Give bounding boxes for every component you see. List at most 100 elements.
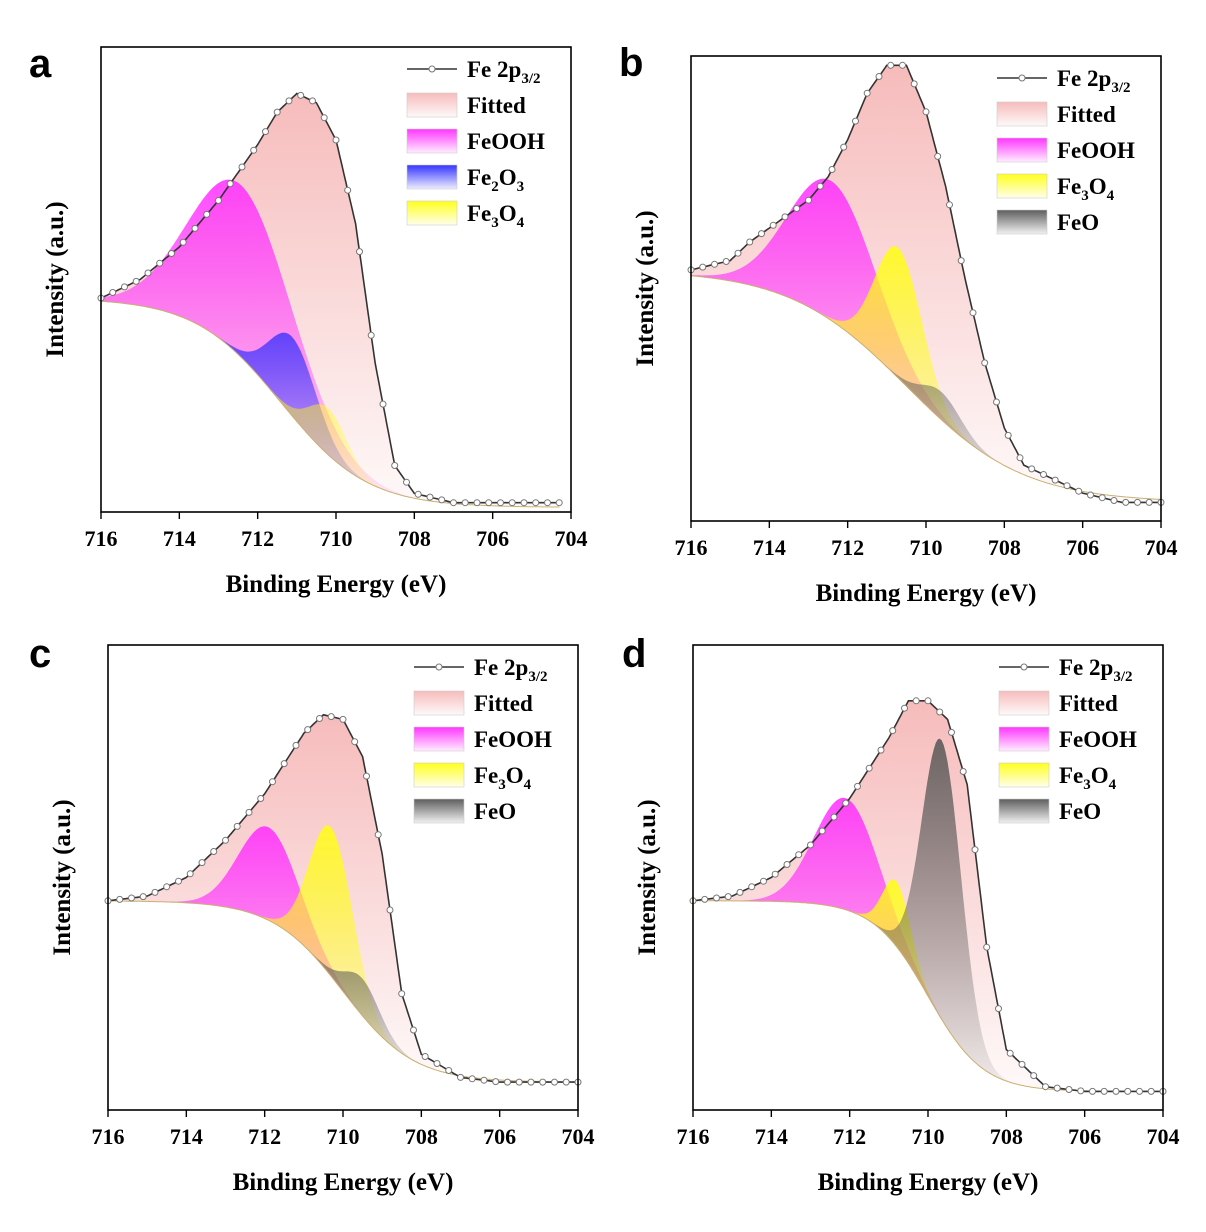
data-point [840,143,848,151]
data-point [151,888,159,896]
x-tick-label: 706 [483,1124,516,1149]
data-point [1040,471,1047,478]
data-point [309,97,316,105]
data-point [398,990,406,998]
x-tick-label: 710 [910,535,943,560]
data-point [144,269,152,277]
data-point [515,1078,523,1086]
data-point [445,1067,453,1074]
data-point [816,182,824,190]
data-point [1134,498,1141,506]
data-point [438,496,446,504]
data-point [497,499,504,507]
x-tick-label: 706 [1066,535,1099,560]
x-axis-title: Binding Energy (eV) [816,580,1037,607]
data-point [316,715,323,722]
data-point [132,277,140,285]
legend-label: Fe2O3 [467,165,524,195]
data-point [109,289,117,296]
data-point [1063,482,1071,490]
data-point [699,263,707,271]
x-tick-label: 708 [405,1124,438,1149]
data-point [457,1073,464,1081]
background-line [100,300,560,508]
data-point [468,1075,476,1083]
component-fe3o4 [108,825,578,1082]
legend-label: FeOOH [467,129,545,154]
data-point [887,61,895,69]
data-point [226,180,234,188]
data-point [1051,476,1059,484]
data-point [701,895,709,903]
data-point [889,727,897,735]
data-point [899,61,906,69]
x-tick-label: 704 [555,526,588,551]
component-feooh [108,826,578,1082]
data-point [863,89,871,97]
data-point [722,258,730,265]
data-point [273,108,281,116]
data-point [1065,1086,1073,1093]
data-point [865,764,873,772]
data-point [1089,1087,1096,1095]
legend-swatch-fe3o4 [996,173,1048,199]
legend-label: Fitted [1057,102,1116,127]
data-point [760,877,767,885]
data-point [983,943,991,951]
component-fe3o4 [691,246,1161,500]
data-point [297,91,305,99]
background-line [690,275,1162,500]
data-point [203,210,211,218]
data-point [795,851,803,859]
data-point [1100,1087,1108,1095]
legend-swatch-feooh [413,726,465,752]
component-feooh [101,179,560,507]
x-tick-label: 704 [1147,1124,1180,1149]
data-point [186,870,194,878]
legend-label: Fitted [467,93,526,118]
data-point [280,760,288,768]
data-point [969,309,977,317]
data-point [995,1005,1002,1013]
data-point [713,894,720,902]
y-axis-title: Intensity (a.u.) [49,799,76,955]
background-line [108,900,578,1083]
x-axis-title: Binding Energy (eV) [818,1169,1039,1196]
x-tick-label: 712 [241,526,274,551]
legend-swatch-feooh [406,128,458,154]
legend-marker [428,65,436,73]
data-point [948,728,955,736]
data-point [769,221,777,229]
data-point [179,238,187,246]
x-tick-label: 714 [753,535,786,560]
panel-a: a 716 714 712 710 708 706 704 Binding Energy (e… [29,42,588,598]
x-tick-label: 708 [990,1124,1023,1149]
legend-label: FeO [1057,210,1099,235]
data-point [793,205,801,212]
data-point [191,224,199,232]
data-point [828,166,836,173]
panel-letter: d [622,632,646,676]
data-point [1112,1087,1120,1095]
legend-label: FeO [1059,799,1101,824]
legend-label: FeOOH [1059,727,1137,752]
component-feooh [693,797,1163,1092]
data-point [222,836,229,844]
panel-letter: a [29,42,52,86]
x-tick-label: 714 [163,526,196,551]
data-point [198,859,206,867]
data-point [746,238,754,246]
data-point [1110,497,1118,504]
data-point [781,213,789,221]
x-tick-label: 708 [988,535,1021,560]
data-point [485,499,493,507]
x-tick-label: 714 [755,1124,788,1149]
data-point [527,1078,535,1086]
legend-label: Fe3O4 [1057,174,1115,204]
legend-label: Fe 2p3/2 [474,655,547,685]
data-point [121,283,128,291]
x-tick-label: 716 [677,1124,710,1149]
data-point [285,97,293,105]
data-point [875,73,883,80]
data-point [818,827,826,835]
